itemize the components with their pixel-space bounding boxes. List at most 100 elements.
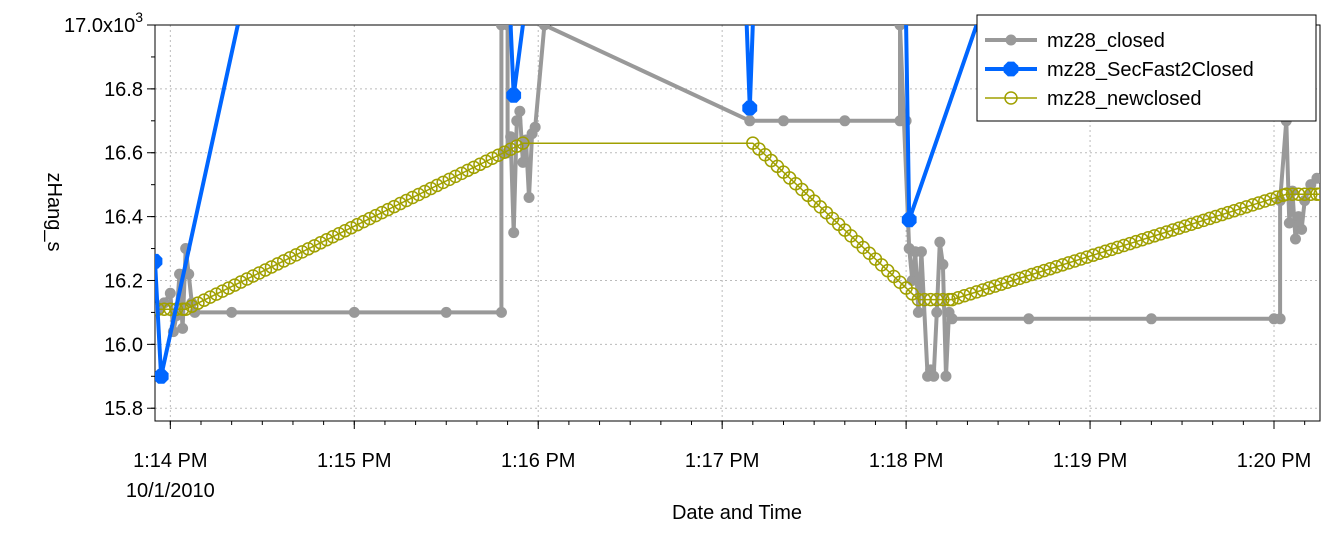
data-point: [155, 253, 163, 269]
x-tick-sublabel: 10/1/2010: [126, 480, 215, 502]
data-point: [1190, 215, 1205, 230]
legend-entry: mz28_closed: [1047, 30, 1165, 52]
data-point: [326, 230, 340, 244]
data-point: [1178, 219, 1192, 233]
y-tick-label: 16.2: [104, 270, 143, 292]
data-point: [936, 292, 950, 307]
data-point: [894, 115, 906, 127]
data-point: [1293, 211, 1305, 223]
data-point: [1098, 244, 1113, 259]
data-point: [178, 302, 193, 316]
data-point: [381, 202, 395, 217]
data-point: [1289, 233, 1301, 245]
data-point: [430, 178, 444, 193]
data-point: [1215, 207, 1229, 222]
data-point: [1159, 225, 1174, 239]
data-point: [915, 246, 927, 258]
legend-swatch-marker: [1003, 61, 1019, 77]
data-point: [1006, 273, 1021, 288]
y-tick-label: 17.0x103: [64, 9, 143, 37]
data-point: [1296, 223, 1308, 235]
data-point: [529, 121, 541, 133]
x-tick-label: 1:17 PM: [685, 450, 759, 472]
data-point: [497, 145, 512, 159]
data-point: [436, 175, 450, 190]
data-point: [1264, 192, 1278, 206]
data-point: [894, 25, 906, 31]
data-point: [1049, 260, 1064, 274]
data-point: [473, 157, 487, 172]
x-tick-label: 1:16 PM: [501, 450, 575, 472]
data-point: [234, 275, 248, 289]
data-point: [197, 293, 211, 307]
y-tick-label: 16.8: [104, 79, 143, 101]
data-point: [505, 131, 517, 143]
data-point: [164, 287, 176, 299]
data-point: [963, 287, 978, 301]
data-point: [1283, 217, 1295, 229]
data-point: [1117, 238, 1131, 253]
data-point: [375, 205, 389, 220]
data-point: [510, 139, 524, 153]
data-point: [301, 242, 316, 256]
data-point: [538, 25, 550, 31]
legend-swatch-marker: [1004, 91, 1018, 105]
data-point: [976, 283, 990, 297]
y-axis: 15.8 16.0 16.2 16.4 16.6 16.8 17.0x103: [64, 9, 155, 420]
data-point: [277, 254, 291, 268]
data-point: [945, 292, 959, 307]
data-point: [1147, 229, 1162, 243]
data-point: [1184, 217, 1198, 231]
data-point: [246, 269, 260, 283]
data-point: [994, 277, 1008, 291]
data-point: [934, 236, 946, 248]
data-point: [1270, 190, 1284, 204]
data-point: [393, 196, 408, 211]
data-point: [957, 289, 972, 303]
data-point: [1023, 313, 1035, 325]
data-point: [1304, 187, 1318, 202]
data-point: [777, 115, 789, 127]
data-point: [1233, 202, 1248, 216]
data-point: [1123, 236, 1137, 251]
data-point: [982, 281, 996, 295]
data-point: [839, 115, 851, 127]
data-point: [1000, 275, 1015, 289]
data-point: [270, 257, 285, 271]
data-point: [937, 259, 949, 271]
data-point: [912, 306, 924, 318]
data-point: [485, 151, 499, 166]
data-point: [523, 191, 535, 203]
data-point: [1141, 231, 1156, 245]
data-point: [506, 87, 522, 103]
data-point: [744, 115, 756, 127]
data-point: [356, 214, 371, 229]
data-point: [928, 370, 940, 382]
data-point: [1055, 258, 1070, 272]
data-point: [1202, 211, 1217, 226]
data-point: [240, 272, 254, 286]
data-point: [1080, 250, 1094, 264]
data-point: [1153, 227, 1168, 241]
data-point: [319, 233, 334, 247]
data-point: [742, 100, 758, 116]
data-point: [1258, 194, 1272, 208]
data-point: [203, 290, 217, 304]
series-line: [158, 142, 1320, 310]
data-point: [514, 105, 526, 117]
data-point: [424, 181, 438, 196]
x-tick-label: 1:15 PM: [317, 450, 391, 472]
data-point: [215, 284, 230, 298]
x-tick-label: 1:20 PM: [1237, 450, 1311, 472]
series-mz28_closed: [155, 25, 1320, 382]
x-axis-label: Date and Time: [672, 502, 802, 524]
data-point: [1135, 232, 1149, 247]
x-tick-label: 1:19 PM: [1053, 450, 1127, 472]
y-tick-label: 16.6: [104, 143, 143, 165]
data-point: [1018, 269, 1033, 284]
data-point: [1209, 209, 1223, 224]
data-point: [946, 313, 958, 325]
data-point: [264, 260, 279, 274]
legend-entry: mz28_newclosed: [1047, 88, 1202, 110]
series-layer: [155, 25, 1320, 384]
